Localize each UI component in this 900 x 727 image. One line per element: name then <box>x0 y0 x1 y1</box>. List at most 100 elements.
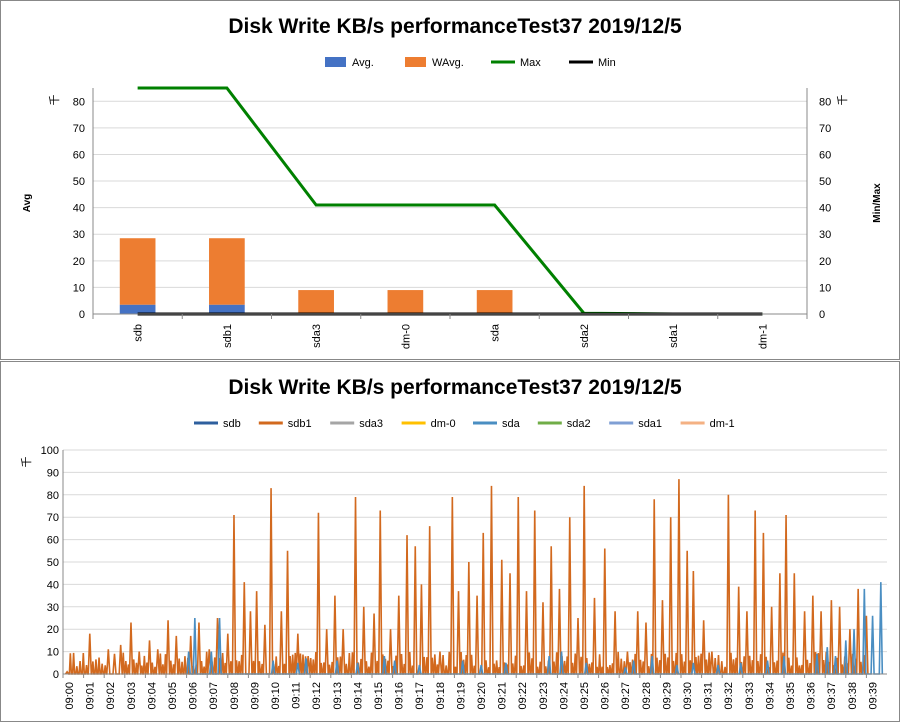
chart2-left-unit: 千 <box>20 457 33 468</box>
chart2-xtick-label: 09:13 <box>332 682 344 710</box>
chart1-bar <box>119 304 156 314</box>
chart1-right-unit: 千 <box>836 95 849 106</box>
chart2-xtick-label: 09:14 <box>352 682 364 710</box>
chart2-xtick-label: 09:02 <box>105 682 117 710</box>
chart2-legend-label: sda <box>502 418 521 430</box>
chart2-legend-label: dm-1 <box>710 418 735 430</box>
chart1-title: Disk Write KB/s performanceTest37 2019/1… <box>228 15 682 38</box>
chart2-legend-label: sdb <box>223 418 241 430</box>
chart1-xtick-label: sda2 <box>579 324 591 348</box>
chart2-xtick-label: 09:34 <box>764 682 776 710</box>
chart1-ytick-right: 30 <box>819 229 831 241</box>
chart2-xtick-label: 09:27 <box>620 682 632 710</box>
chart2-xtick-label: 09:25 <box>579 682 591 710</box>
chart2-xtick-label: 09:32 <box>723 682 735 710</box>
chart1-ytick-left: 30 <box>73 229 85 241</box>
chart1-xtick-label: sda3 <box>311 324 323 348</box>
chart1-ytick-left: 80 <box>73 96 85 108</box>
chart2-xtick-label: 09:39 <box>867 682 879 710</box>
chart1-ytick-left: 40 <box>73 203 85 215</box>
chart2-xtick-label: 09:26 <box>600 682 612 710</box>
chart1-left-unit: 千 <box>48 95 61 106</box>
chart2-title: Disk Write KB/s performanceTest37 2019/1… <box>228 376 682 399</box>
chart1-ytick-right: 0 <box>819 309 825 321</box>
chart2-xtick-label: 09:18 <box>435 682 447 710</box>
chart2-legend: sdb sdb1 sda3 dm-0 sda sda2 sda1 dm-1 <box>194 418 735 430</box>
chart1-ytick-right: 50 <box>819 176 831 188</box>
chart2-ytick: 20 <box>47 624 59 636</box>
chart2-ytick: 70 <box>47 512 59 524</box>
chart2-xtick-label: 09:03 <box>126 682 138 710</box>
chart2-legend-label: sda2 <box>567 418 591 430</box>
chart1-bar <box>298 290 334 314</box>
chart1-ytick-right: 10 <box>819 282 831 294</box>
chart1-ytick-right: 80 <box>819 96 831 108</box>
chart2-xtick-label: 09:30 <box>682 682 694 710</box>
chart2-ytick: 80 <box>47 490 59 502</box>
chart2-ytick: 0 <box>53 669 59 681</box>
chart1-legend: Avg. WAvg. Max Min <box>325 57 616 69</box>
chart2-xtick-label: 09:19 <box>455 682 467 710</box>
chart2-xtick-label: 09:01 <box>85 682 97 710</box>
chart2-xtick-label: 09:20 <box>476 682 488 710</box>
chart1-legend-label: Min <box>598 57 616 69</box>
chart1-ytick-left: 10 <box>73 282 85 294</box>
chart1-legend-label: Max <box>520 57 541 69</box>
chart2-xtick-label: 09:36 <box>806 682 818 710</box>
chart2-ytick: 90 <box>47 467 59 479</box>
chart2-xtick-label: 09:04 <box>146 682 158 710</box>
chart1-legend-swatch <box>325 57 346 67</box>
chart2-legend-label: dm-0 <box>431 418 456 430</box>
chart1-axes: 0 10 20 30 40 50 60 70 80 0 10 20 30 40 50 60 70 80 sdb sdb… <box>73 88 831 349</box>
chart2-ytick: 30 <box>47 602 59 614</box>
chart1-xtick-label: sdb1 <box>222 324 234 348</box>
chart1-legend-swatch <box>405 57 426 67</box>
chart1-xtick-label: sdb <box>133 324 145 342</box>
chart1-legend-label: WAvg. <box>432 57 464 69</box>
chart2-xtick-label: 09:33 <box>744 682 756 710</box>
chart1-xtick-label: dm-0 <box>400 324 412 349</box>
chart2-xtick-label: 09:29 <box>661 682 673 710</box>
chart1-ytick-left: 20 <box>73 256 85 268</box>
chart2-axes: 0 10 20 30 40 50 60 70 80 90 100 09:00 09:01 09:02 09:… <box>41 445 887 710</box>
chart2-xtick-label: 09:23 <box>538 682 550 710</box>
chart2-xtick-label: 09:00 <box>64 682 76 710</box>
chart1-bar <box>209 238 245 305</box>
chart2-xtick-label: 09:21 <box>497 682 509 710</box>
chart2-ytick: 50 <box>47 557 59 569</box>
chart2-xtick-label: 09:24 <box>558 682 570 710</box>
chart1-bars <box>119 238 513 314</box>
chart1-ytick-right: 60 <box>819 149 831 161</box>
chart2-ytick: 40 <box>47 579 59 591</box>
chart2-ytick: 100 <box>41 445 59 457</box>
chart2-xtick-label: 09:17 <box>414 682 426 710</box>
chart2-xtick-label: 09:37 <box>826 682 838 710</box>
chart1-ytick-right: 70 <box>819 123 831 135</box>
chart1-ylabel-right: Min/Max <box>872 183 883 223</box>
chart1-bar <box>387 290 424 314</box>
chart2-xtick-label: 09:08 <box>229 682 241 710</box>
chart1-ytick-left: 50 <box>73 176 85 188</box>
chart1-xtick-label: sda1 <box>668 324 680 348</box>
chart2-xtick-label: 09:35 <box>785 682 797 710</box>
chart1-legend-label: Avg. <box>352 57 374 69</box>
chart2-xtick-label: 09:09 <box>249 682 261 710</box>
chart2-xtick-label: 09:07 <box>208 682 220 710</box>
chart2-xtick-label: 09:31 <box>703 682 715 710</box>
chart2-xtick-label: 09:06 <box>188 682 200 710</box>
chart2-ytick: 60 <box>47 535 59 547</box>
chart1-ytick-left: 0 <box>79 309 85 321</box>
chart1-ytick-right: 20 <box>819 256 831 268</box>
chart2-xtick-label: 09:38 <box>847 682 859 710</box>
chart1-bar <box>209 304 245 314</box>
chart2-gridlines <box>63 449 887 653</box>
chart2-legend-label: sdb1 <box>288 418 312 430</box>
chart2-xtick-label: 09:28 <box>641 682 653 710</box>
chart1-xtick-label: sda <box>490 323 502 342</box>
chart1-ylabel-left: Avg <box>22 194 33 213</box>
chart2-legend-label: sda3 <box>359 418 383 430</box>
chart1-ytick-right: 40 <box>819 203 831 215</box>
chart1-ytick-left: 60 <box>73 149 85 161</box>
chart1-bar <box>119 238 156 305</box>
